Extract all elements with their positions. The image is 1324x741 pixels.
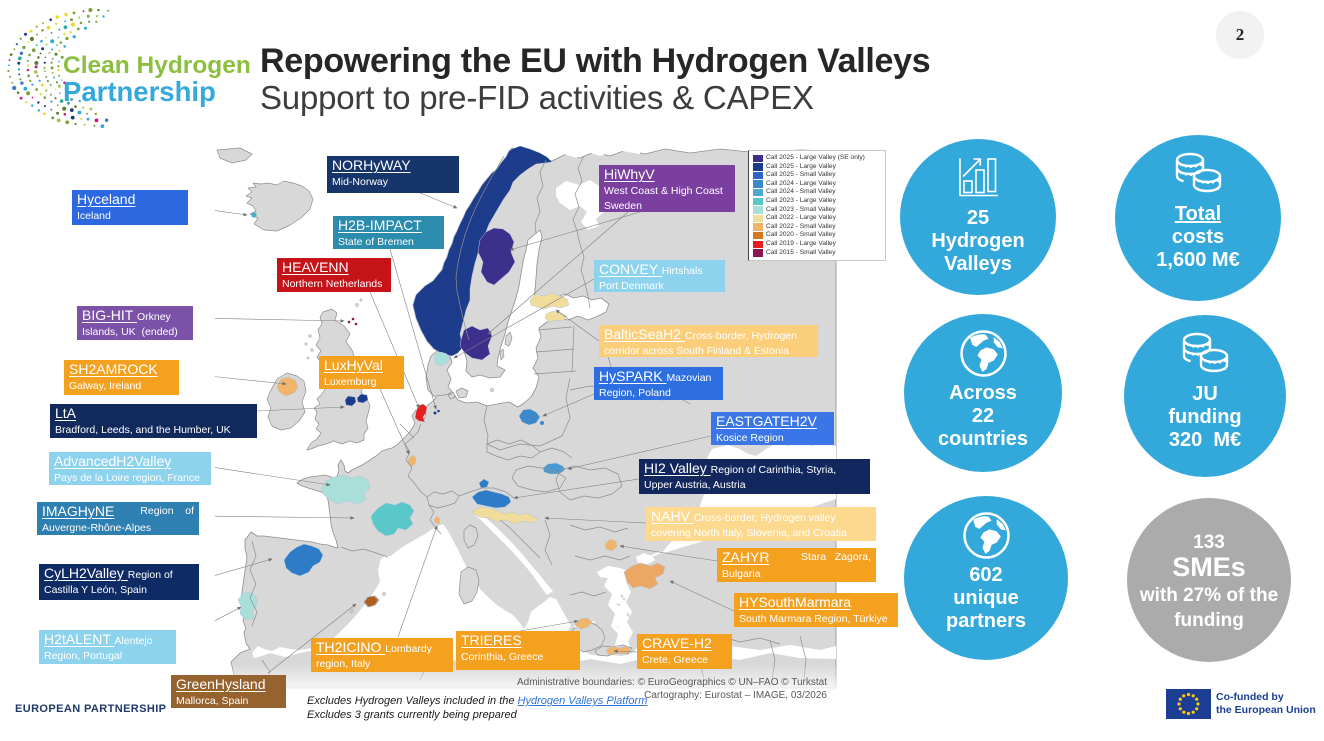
svg-text:Clean Hydrogen: Clean Hydrogen	[63, 52, 251, 79]
svg-text:Partnership: Partnership	[63, 76, 216, 107]
